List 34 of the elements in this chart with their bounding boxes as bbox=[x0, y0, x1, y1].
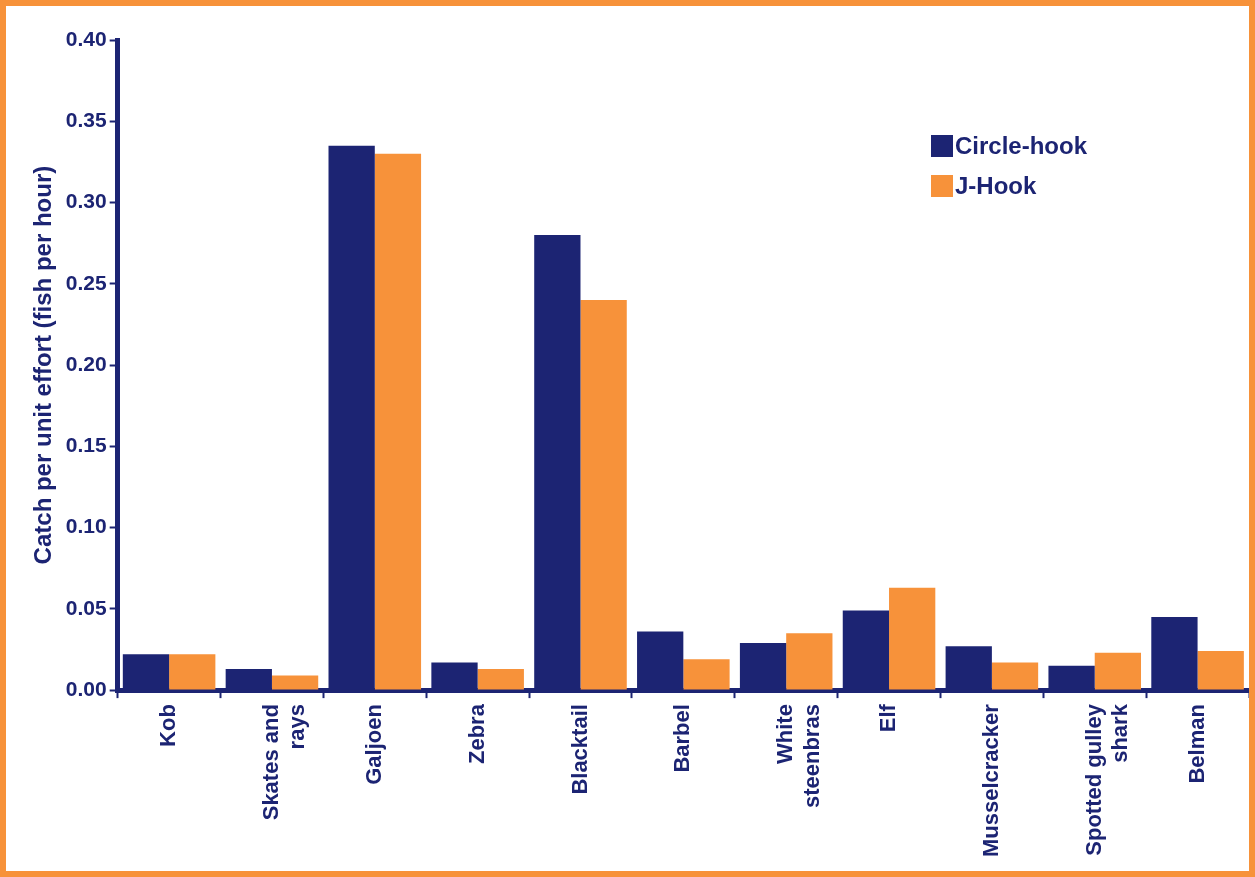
x-tick-label: Barbel bbox=[669, 704, 695, 773]
y-axis-title: Catch per unit effort (fish per hour) bbox=[29, 165, 57, 565]
y-tick-label: 0.05 bbox=[65, 595, 107, 619]
y-tick-label: 0.10 bbox=[65, 514, 107, 538]
y-tick-label: 0.30 bbox=[65, 189, 107, 213]
bar bbox=[991, 662, 1039, 690]
y-tick-label: 0.00 bbox=[65, 676, 107, 700]
bar bbox=[1197, 651, 1244, 690]
bar bbox=[580, 300, 627, 690]
legend-label: Circle-hook bbox=[955, 132, 1088, 160]
bar bbox=[169, 654, 216, 690]
y-tick-label: 0.35 bbox=[65, 108, 107, 132]
y-tick-label: 0.40 bbox=[65, 26, 107, 50]
x-tick-label: Galjoen bbox=[360, 704, 386, 785]
bar bbox=[889, 587, 936, 690]
x-tick-label: Musselcracker bbox=[977, 703, 1003, 858]
x-tick-label: Belman bbox=[1183, 704, 1209, 784]
bar bbox=[683, 659, 730, 690]
bar bbox=[271, 675, 319, 690]
x-tick-label: Kob bbox=[155, 704, 181, 747]
bar bbox=[786, 633, 833, 690]
x-tick-label: Skates and rays bbox=[258, 704, 310, 821]
x-tick-label: Blacktail bbox=[566, 704, 592, 795]
y-tick-label: 0.15 bbox=[65, 433, 107, 457]
bar bbox=[1094, 652, 1142, 690]
y-tick-label: 0.25 bbox=[65, 270, 107, 294]
x-tick-label: Spotted gulley shark bbox=[1080, 703, 1133, 856]
bar bbox=[374, 153, 422, 690]
x-tick-label: Zebra bbox=[463, 703, 489, 765]
x-tick-label: Elf bbox=[875, 703, 901, 733]
y-tick-label: 0.20 bbox=[65, 351, 107, 375]
legend-label: J-Hook bbox=[955, 172, 1037, 200]
x-tick-label: White steenbras bbox=[772, 704, 824, 809]
bar bbox=[477, 668, 524, 690]
